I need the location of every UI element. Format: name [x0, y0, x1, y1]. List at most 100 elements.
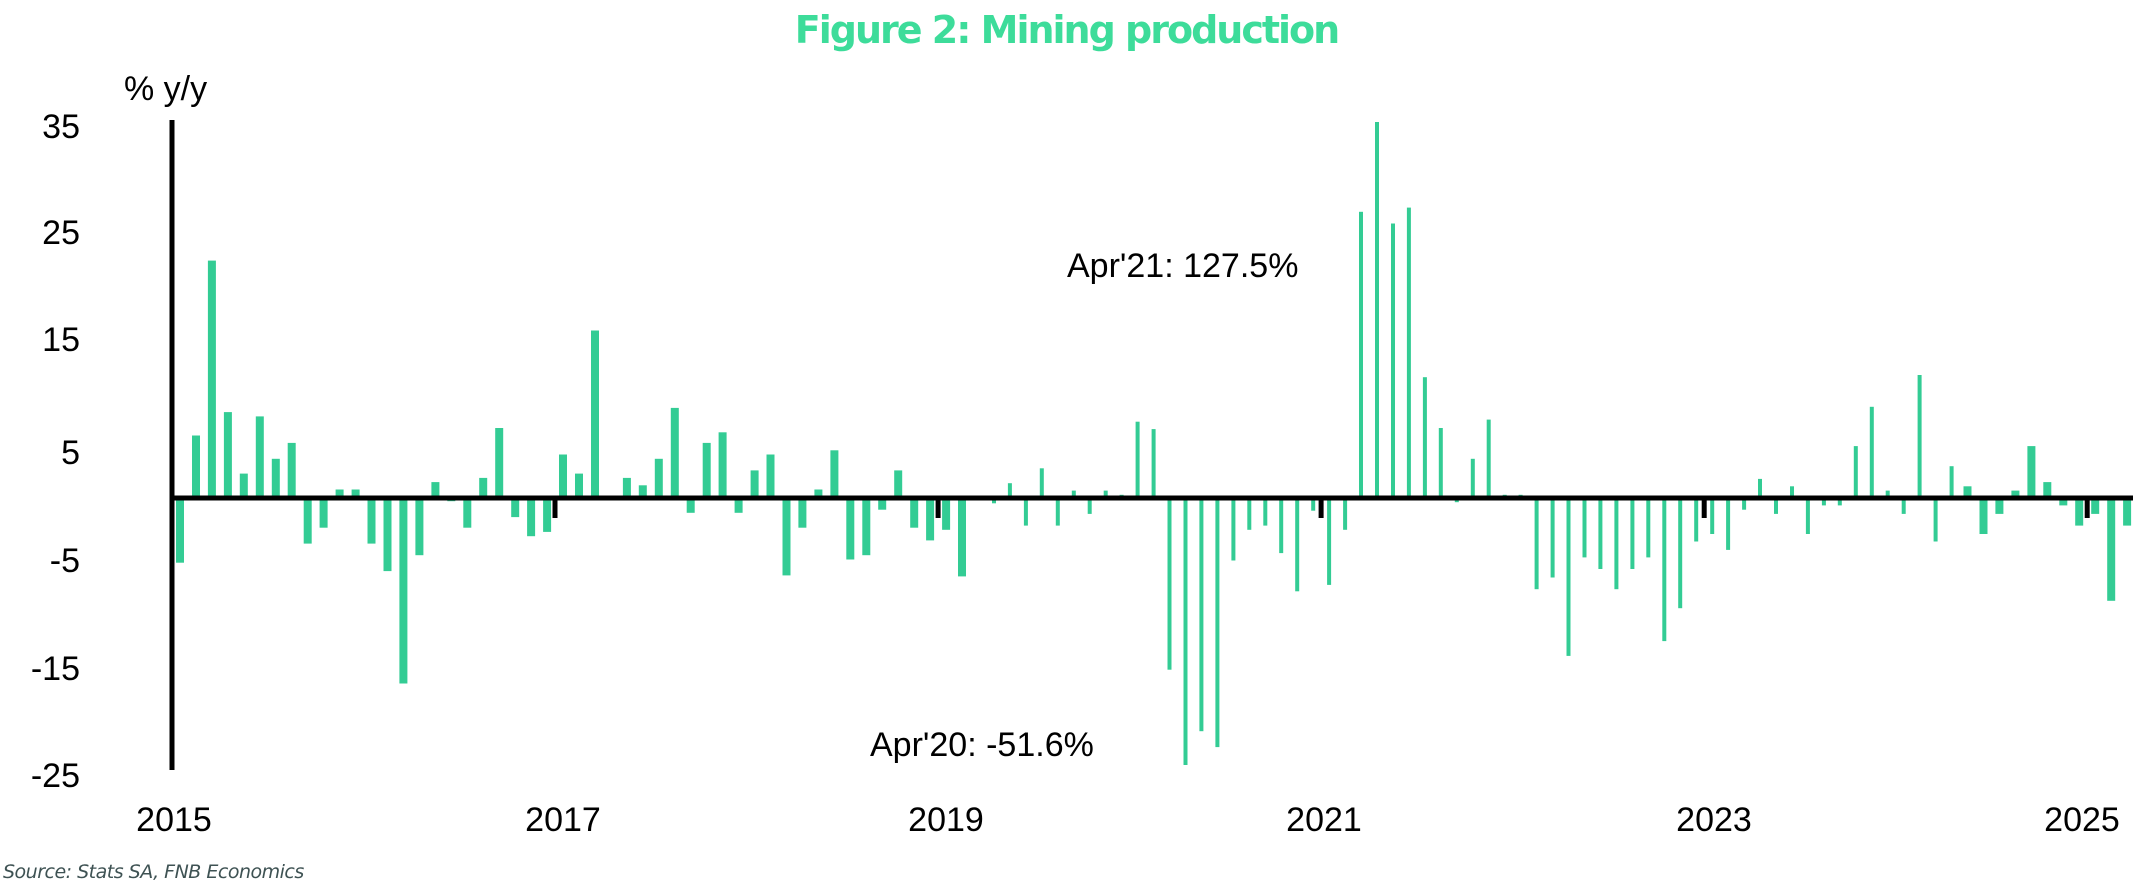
- bar: [670, 407, 679, 498]
- bar: [846, 498, 855, 560]
- bar: [1470, 458, 1475, 498]
- bar: [575, 473, 583, 498]
- x-tick-label: 2015: [136, 801, 212, 839]
- bar: [1758, 478, 1762, 498]
- bar: [2075, 498, 2084, 526]
- bar: [176, 498, 184, 563]
- bar: [1486, 419, 1491, 498]
- y-tick-label: 25: [42, 214, 80, 252]
- bar: [1726, 498, 1731, 550]
- bar: [1135, 421, 1140, 498]
- bar: [734, 498, 743, 513]
- bar: [1343, 498, 1348, 530]
- bar: [1087, 498, 1092, 514]
- bar: [1614, 498, 1619, 590]
- bar: [1327, 498, 1332, 585]
- bar: [1853, 446, 1858, 498]
- bar: [1071, 490, 1076, 498]
- bar: [1167, 498, 1172, 670]
- bar: [1662, 498, 1667, 642]
- bar: [1007, 483, 1012, 498]
- bar: [2059, 498, 2068, 506]
- bar: [1821, 498, 1826, 506]
- bar: [511, 498, 520, 518]
- bar: [878, 498, 887, 510]
- bar: [415, 498, 424, 556]
- bar: [1917, 375, 1922, 498]
- x-tick-label: 2021: [1286, 801, 1362, 839]
- bar: [1678, 498, 1683, 609]
- bar: [192, 435, 200, 498]
- bar: [1550, 498, 1555, 578]
- bar: [1742, 498, 1747, 510]
- bar: [1295, 498, 1300, 592]
- bar: [1215, 498, 1220, 748]
- bar: [1151, 429, 1156, 498]
- bar: [239, 473, 248, 498]
- bar: [1774, 498, 1778, 514]
- bar: [1995, 498, 2004, 514]
- bar: [1391, 223, 1395, 498]
- bar: [367, 498, 376, 544]
- y-tick-label: 15: [42, 321, 80, 359]
- bar: [495, 428, 504, 498]
- bar: [1375, 122, 1379, 498]
- source-note: Source: Stats SA, FNB Economics: [3, 861, 304, 883]
- bar: [2011, 490, 2020, 498]
- bar: [1279, 498, 1284, 554]
- bar: [2043, 482, 2052, 498]
- bar: [1933, 498, 1938, 542]
- bar: [750, 470, 759, 498]
- bar: [958, 498, 966, 577]
- bar: [479, 477, 488, 498]
- bar: [862, 498, 871, 556]
- bar: [1901, 498, 1906, 514]
- bar: [559, 454, 567, 498]
- bar: [2107, 498, 2116, 601]
- bar: [1790, 486, 1794, 498]
- bar: [1805, 498, 1810, 534]
- bar: [926, 498, 935, 541]
- bar: [1949, 466, 1954, 498]
- bar: [814, 489, 823, 498]
- y-tick-label: -5: [49, 542, 80, 580]
- bar: [766, 454, 775, 498]
- bar: [1598, 498, 1603, 569]
- year-ticks-group: [552, 498, 2090, 518]
- bar: [431, 482, 440, 498]
- bar: [591, 330, 599, 498]
- bar: [1406, 207, 1411, 498]
- bar: [1039, 468, 1044, 498]
- bar: [383, 498, 392, 572]
- bar: [1359, 211, 1363, 499]
- y-axis-unit-label: % y/y: [124, 70, 208, 108]
- bar: [686, 498, 695, 513]
- bar: [1438, 428, 1443, 498]
- y-tick-label: 5: [61, 434, 80, 472]
- bar: [207, 260, 216, 498]
- bar: [2123, 498, 2132, 526]
- bar: [271, 458, 280, 498]
- bar: [782, 498, 791, 576]
- bar: [527, 498, 536, 537]
- bar: [654, 458, 663, 498]
- y-tick-label: -25: [30, 757, 80, 795]
- y-tick-label: -15: [30, 650, 80, 688]
- x-tick-label: 2023: [1676, 801, 1752, 839]
- bar: [1103, 490, 1108, 498]
- bar: [335, 489, 344, 498]
- bar: [2027, 446, 2036, 498]
- bar: [2091, 498, 2100, 514]
- bar: [287, 442, 296, 498]
- bar: [1311, 498, 1316, 511]
- bar: [1979, 498, 1988, 534]
- bar: [830, 450, 839, 498]
- annotation-apr21: Apr'21: 127.5%: [1067, 247, 1299, 285]
- bar: [223, 412, 232, 498]
- x-tick-label: 2017: [525, 801, 601, 839]
- x-tick-label: 2025: [2044, 801, 2120, 839]
- bar: [622, 477, 631, 498]
- bar: [702, 442, 711, 498]
- bar: [1646, 498, 1651, 558]
